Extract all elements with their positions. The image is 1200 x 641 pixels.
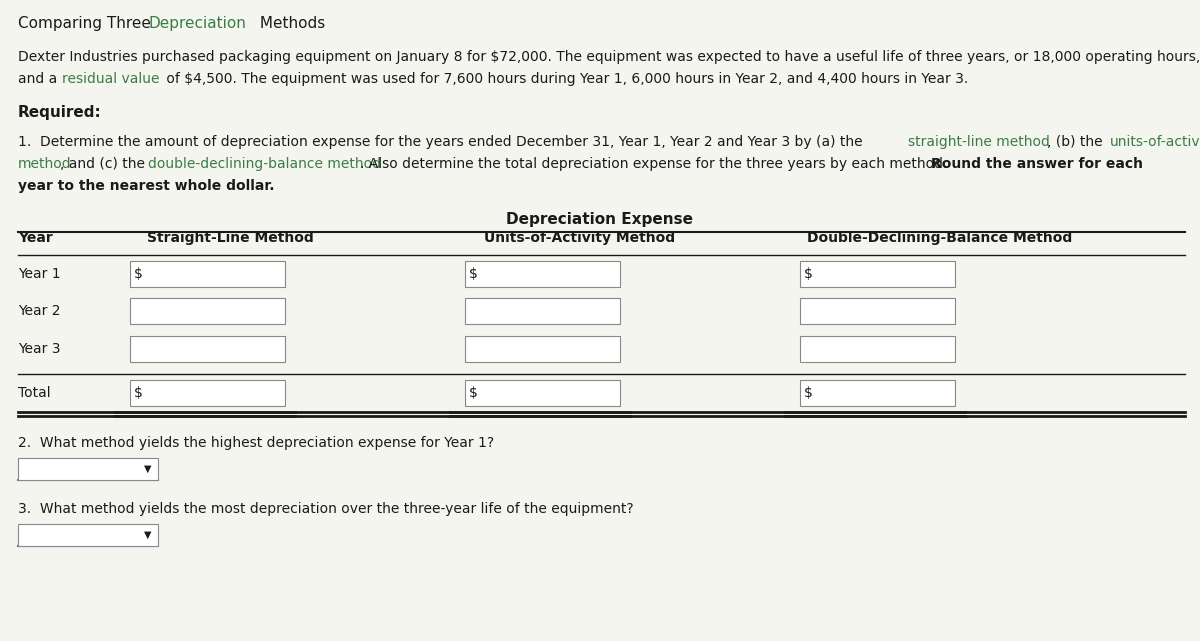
Text: Round the answer for each: Round the answer for each — [931, 157, 1142, 171]
Text: $: $ — [804, 267, 812, 281]
Text: Total: Total — [18, 386, 50, 400]
Text: Required:: Required: — [18, 105, 102, 120]
Text: units-of-activity: units-of-activity — [1110, 135, 1200, 149]
Text: Units-of-Activity Method: Units-of-Activity Method — [485, 231, 676, 245]
Text: ▼: ▼ — [144, 530, 151, 540]
Text: 2.  What method yields the highest depreciation expense for Year 1?: 2. What method yields the highest deprec… — [18, 436, 494, 450]
Text: Year 2: Year 2 — [18, 304, 60, 318]
Text: Depreciation: Depreciation — [148, 16, 246, 31]
Text: of $4,500. The equipment was used for 7,600 hours during Year 1, 6,000 hours in : of $4,500. The equipment was used for 7,… — [162, 72, 968, 86]
Text: ▼: ▼ — [144, 464, 151, 474]
Text: year to the nearest whole dollar.: year to the nearest whole dollar. — [18, 179, 275, 193]
Text: , (b) the: , (b) the — [1046, 135, 1108, 149]
Text: Year 1: Year 1 — [18, 267, 61, 281]
Text: Dexter Industries purchased packaging equipment on January 8 for $72,000. The eq: Dexter Industries purchased packaging eq… — [18, 50, 1200, 64]
Text: Comparing Three: Comparing Three — [18, 16, 156, 31]
Text: $: $ — [804, 386, 812, 400]
Text: Methods: Methods — [256, 16, 325, 31]
Text: residual value: residual value — [62, 72, 160, 86]
Text: $: $ — [469, 267, 478, 281]
Text: , and (c) the: , and (c) the — [60, 157, 149, 171]
Text: straight-line method: straight-line method — [908, 135, 1050, 149]
Text: double-declining-balance method: double-declining-balance method — [148, 157, 382, 171]
Text: Straight-Line Method: Straight-Line Method — [146, 231, 313, 245]
Text: Double-Declining-Balance Method: Double-Declining-Balance Method — [808, 231, 1073, 245]
Text: $: $ — [134, 267, 143, 281]
Text: $: $ — [469, 386, 478, 400]
Text: 1.  Determine the amount of depreciation expense for the years ended December 31: 1. Determine the amount of depreciation … — [18, 135, 866, 149]
Text: method: method — [18, 157, 72, 171]
Text: Year: Year — [18, 231, 53, 245]
Text: . Also determine the total depreciation expense for the three years by each meth: . Also determine the total depreciation … — [360, 157, 952, 171]
Text: 3.  What method yields the most depreciation over the three-year life of the equ: 3. What method yields the most depreciat… — [18, 502, 634, 516]
Text: and a: and a — [18, 72, 61, 86]
Text: Depreciation Expense: Depreciation Expense — [506, 212, 694, 227]
Text: Year 3: Year 3 — [18, 342, 60, 356]
Text: $: $ — [134, 386, 143, 400]
